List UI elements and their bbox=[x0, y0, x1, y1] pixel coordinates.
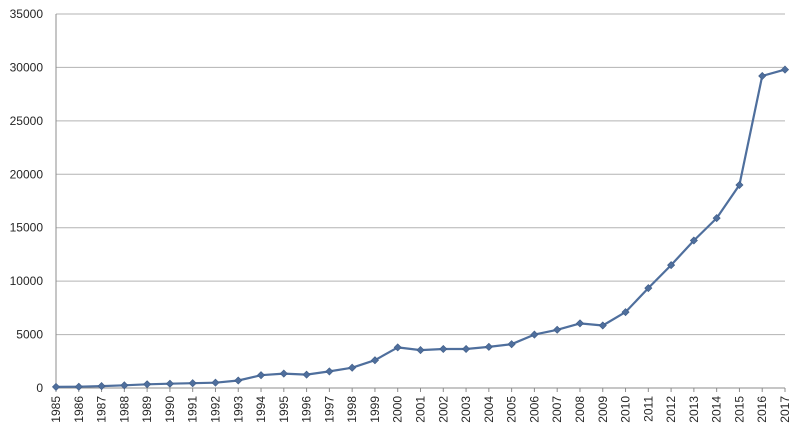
x-tick-label: 2007 bbox=[550, 396, 564, 423]
x-tick-label: 1995 bbox=[277, 396, 291, 423]
x-tick-label: 1997 bbox=[322, 396, 336, 423]
x-tick-label: 2005 bbox=[505, 396, 519, 423]
x-tick-label: 2006 bbox=[527, 396, 541, 423]
data-point-1987 bbox=[98, 382, 105, 389]
y-tick-label: 15000 bbox=[10, 221, 44, 235]
axes bbox=[56, 14, 785, 392]
data-point-1992 bbox=[212, 379, 219, 386]
data-points bbox=[52, 66, 788, 391]
y-tick-label: 0 bbox=[36, 381, 43, 395]
data-point-2016 bbox=[759, 72, 766, 79]
x-tick-label: 1999 bbox=[368, 396, 382, 423]
data-point-2007 bbox=[554, 326, 561, 333]
data-point-2001 bbox=[417, 346, 424, 353]
y-tick-label: 35000 bbox=[10, 7, 44, 21]
x-tick-label: 2009 bbox=[596, 396, 610, 423]
x-tick-label: 2016 bbox=[755, 396, 769, 423]
y-tick-label: 5000 bbox=[16, 328, 43, 342]
x-tick-label: 2001 bbox=[414, 396, 428, 423]
x-tick-label: 1987 bbox=[95, 396, 109, 423]
data-point-2008 bbox=[576, 320, 583, 327]
x-tick-label: 2004 bbox=[482, 396, 496, 423]
x-tick-label: 2017 bbox=[778, 396, 792, 423]
x-tick-label: 1993 bbox=[231, 396, 245, 423]
data-point-2005 bbox=[508, 341, 515, 348]
x-tick-label: 2003 bbox=[459, 396, 473, 423]
data-point-1990 bbox=[166, 380, 173, 387]
x-tick-label: 1986 bbox=[72, 396, 86, 423]
x-tick-label: 2015 bbox=[732, 396, 746, 423]
x-tick-label: 2002 bbox=[436, 396, 450, 423]
x-tick-label: 2000 bbox=[391, 396, 405, 423]
x-tick-label: 2008 bbox=[573, 396, 587, 423]
data-point-1989 bbox=[144, 381, 151, 388]
x-tick-label: 1991 bbox=[186, 396, 200, 423]
x-tick-label: 1989 bbox=[140, 396, 154, 423]
x-tick-label: 2012 bbox=[664, 396, 678, 423]
y-tick-label: 20000 bbox=[10, 167, 44, 181]
x-tick-label: 2014 bbox=[710, 396, 724, 423]
y-tick-label: 25000 bbox=[10, 114, 44, 128]
x-tick-label: 1988 bbox=[117, 396, 131, 423]
y-tick-label: 30000 bbox=[10, 60, 44, 74]
data-point-2002 bbox=[440, 345, 447, 352]
data-point-1986 bbox=[75, 383, 82, 390]
x-tick-label: 1985 bbox=[49, 396, 63, 423]
data-point-1993 bbox=[235, 377, 242, 384]
data-point-1991 bbox=[189, 380, 196, 387]
data-point-1985 bbox=[52, 383, 59, 390]
data-point-2004 bbox=[485, 343, 492, 350]
series bbox=[56, 70, 785, 387]
x-axis-tick-labels: 1985 1986 1987 1988 1989 1990 1991 1992 1993 1994… bbox=[49, 396, 792, 423]
data-point-1995 bbox=[280, 370, 287, 377]
y-tick-label: 10000 bbox=[10, 274, 44, 288]
data-point-1996 bbox=[303, 371, 310, 378]
gridlines bbox=[56, 14, 785, 335]
x-tick-label: 2010 bbox=[619, 396, 633, 423]
x-tick-label: 1990 bbox=[163, 396, 177, 423]
data-point-2006 bbox=[531, 331, 538, 338]
x-tick-label: 1994 bbox=[254, 396, 268, 423]
data-point-1997 bbox=[326, 368, 333, 375]
data-point-2003 bbox=[462, 345, 469, 352]
x-tick-label: 2011 bbox=[641, 396, 655, 422]
data-point-1994 bbox=[257, 372, 264, 379]
x-tick-label: 1998 bbox=[345, 396, 359, 423]
x-tick-label: 2013 bbox=[687, 396, 701, 423]
x-tick-label: 1996 bbox=[300, 396, 314, 423]
y-axis-tick-labels: 0 5000 10000 15000 20000 25000 30000 35000 bbox=[10, 7, 44, 395]
x-tick-label: 1992 bbox=[208, 396, 222, 423]
data-point-1998 bbox=[349, 364, 356, 371]
series-line bbox=[56, 70, 785, 387]
